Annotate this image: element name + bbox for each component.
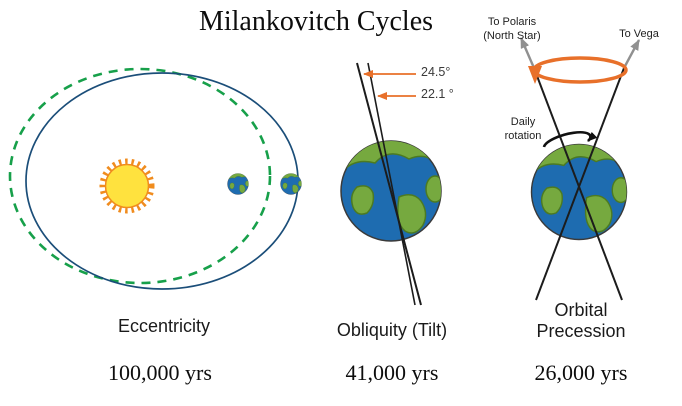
axis-line-vega — [535, 67, 625, 301]
axis-line-polaris — [533, 67, 623, 301]
daily-rotation-label: Daily rotation — [504, 116, 542, 142]
polaris-label: To Polaris (North Star) — [483, 16, 541, 42]
obliquity-period: 41,000 yrs — [345, 360, 439, 385]
diagram-title: Milankovitch Cycles — [198, 6, 434, 37]
earth-on-circular-orbit — [280, 173, 303, 195]
earth-globe-precession — [528, 141, 631, 240]
axis-line-min-tilt — [367, 62, 416, 306]
daily-rotation-arrow — [542, 131, 598, 148]
tilt-angle-min-label: 22.1 ° — [421, 87, 454, 101]
polaris-arrow — [519, 37, 536, 69]
obliquity-label: Obliquity (Tilt) — [336, 320, 448, 340]
vega-label: To Vega — [619, 28, 659, 40]
axis-line-max-tilt — [356, 62, 422, 306]
eccentricity-label: Eccentricity — [117, 316, 211, 336]
eccentricity-period: 100,000 yrs — [108, 360, 212, 385]
precession-label: Orbital Precession — [536, 300, 626, 341]
vega-arrow — [622, 39, 641, 69]
circular-orbit — [25, 72, 299, 290]
eccentric-orbit — [8, 67, 272, 285]
eccentricity-diagram — [8, 67, 303, 290]
tilt-angle-max-label: 24.5° — [421, 65, 451, 79]
precession-circle-arrow — [532, 56, 628, 84]
sun — [99, 158, 155, 214]
precession-period: 26,000 yrs — [534, 360, 628, 385]
precession-arrowhead — [528, 66, 542, 84]
precession-diagram — [519, 37, 641, 301]
earth-on-eccentric-orbit — [227, 173, 250, 195]
obliquity-diagram — [337, 62, 445, 306]
